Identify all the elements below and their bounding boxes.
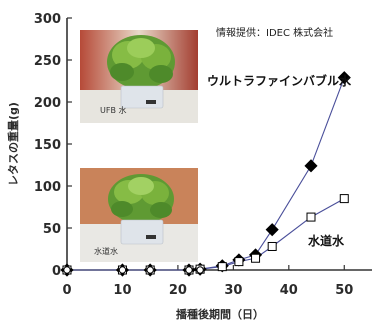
y-tick-group: 0 50 100 150 200 250 300 [34,12,72,279]
info-credit: 情報提供：IDEC 株式会社 [216,26,333,39]
point-zero [185,266,193,274]
y-tick-label: 50 [43,222,61,237]
y-tick-label: 0 [52,264,61,279]
y-tick-label: 150 [34,138,61,153]
ufb-lettuce-photo: UFB 水 [80,30,198,123]
point-tap [306,212,316,222]
point-ufb [265,223,279,237]
point-tap [217,262,227,272]
x-tick-label: 50 [335,283,353,298]
x-axis-label: 播種後期間（日） [176,307,264,321]
photo-label-ufb: UFB 水 [100,105,127,115]
point-tap [251,253,261,263]
point-zero [196,266,204,274]
series-label-ufb: ウルトラファインバブル水 [207,73,352,88]
y-tick-label: 250 [34,54,61,69]
point-zero [146,266,154,274]
x-tick-label: 30 [224,283,242,298]
y-axis-label: レタスの重量(g) [6,102,20,186]
tap-water-lettuce-photo: 水道水 [80,168,198,262]
point-zero [63,266,71,274]
point-ufb [304,159,318,173]
y-tick-label: 200 [34,96,61,111]
x-tick-label: 20 [169,283,187,298]
y-tick-label: 300 [34,12,61,27]
x-tick-label: 40 [280,283,298,298]
x-tick-label: 0 [62,283,71,298]
x-tick-label: 10 [113,283,131,298]
point-zero [118,266,127,274]
point-tap [339,194,349,204]
point-tap [267,241,277,251]
series-label-tap: 水道水 [308,233,345,248]
photo-label-tap: 水道水 [94,246,118,256]
y-tick-label: 100 [34,180,61,195]
x-tick-group: 0 10 20 30 40 50 [62,265,353,298]
point-tap [234,257,244,267]
point-ufb [337,71,351,85]
series-markers [60,71,351,277]
